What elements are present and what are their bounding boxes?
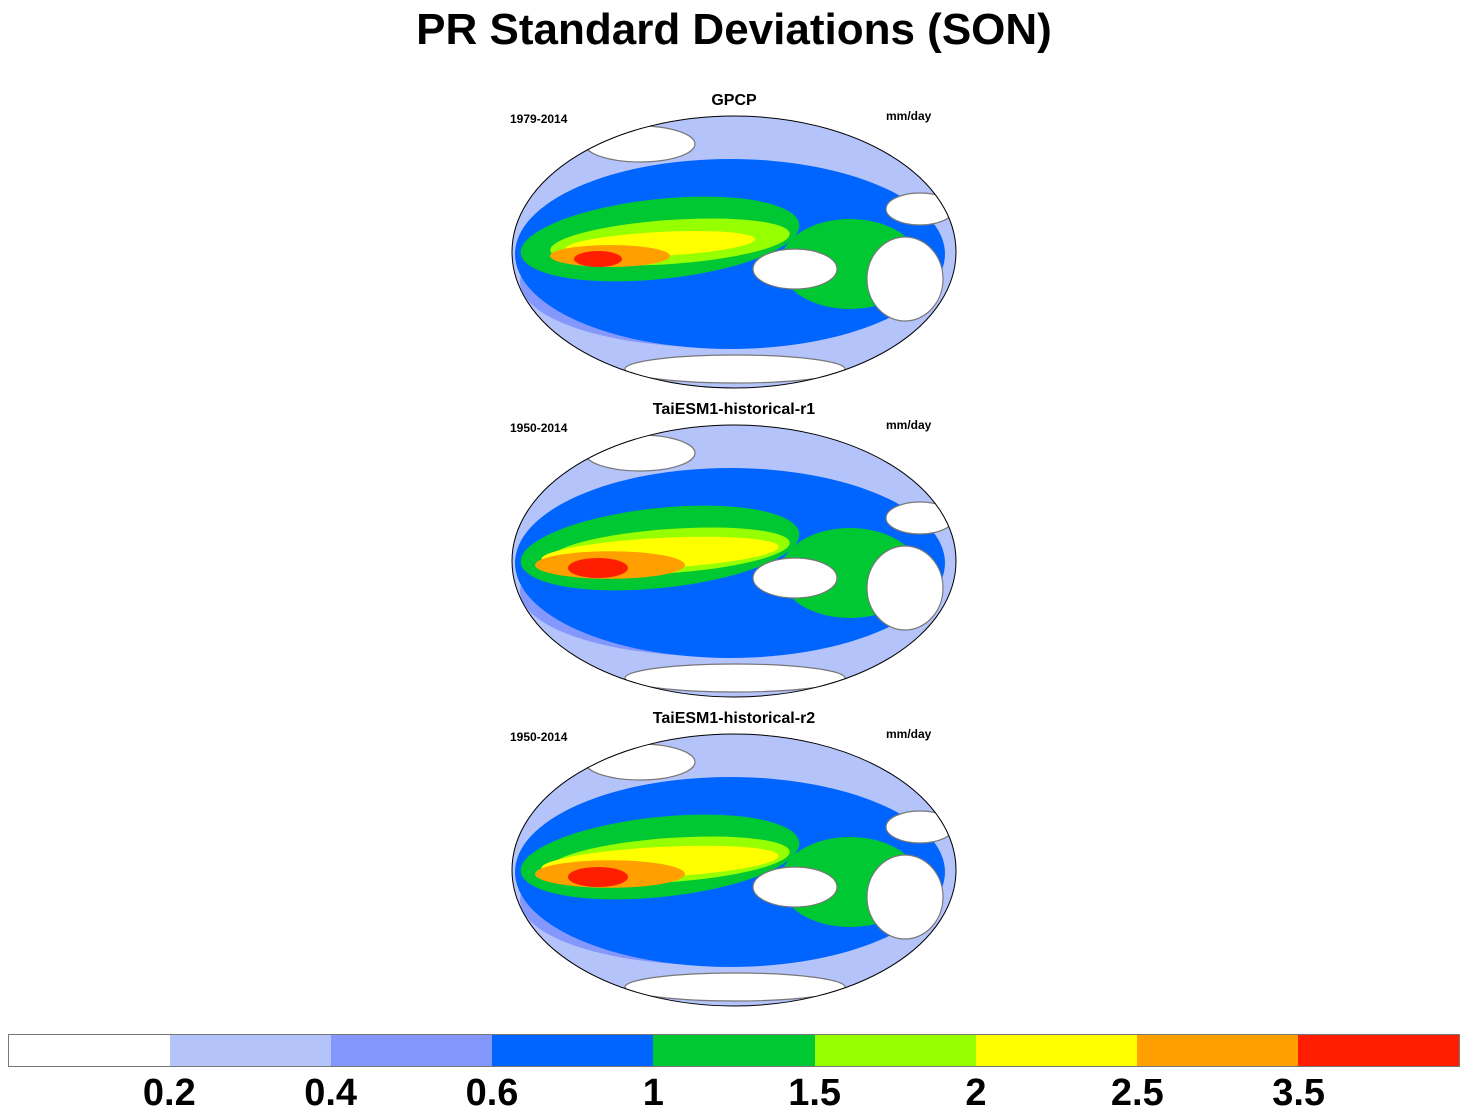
colorbar-labels: 0.2 0.4 0.6 1 1.5 2 2.5 3.5	[0, 1072, 1468, 1116]
land-mask	[885, 810, 955, 844]
colorbar-tick-label: 1.5	[788, 1072, 842, 1114]
panel-title: TaiESM1-historical-r2	[652, 710, 816, 727]
land-mask	[584, 434, 696, 472]
land-mask	[624, 663, 846, 693]
land-mask	[624, 354, 846, 384]
colorbar-box	[492, 1035, 654, 1066]
precipitation-map	[511, 424, 957, 698]
land-mask	[866, 854, 944, 940]
land-mask	[584, 743, 696, 781]
land-mask	[885, 192, 955, 226]
land-mask	[866, 236, 944, 322]
land-mask	[752, 866, 838, 908]
figure-title: PR Standard Deviations (SON)	[416, 5, 1052, 54]
map-panel: TaiESM1-historical-r1 1950-2014 mm/day	[500, 401, 968, 705]
precipitation-map	[511, 733, 957, 1007]
colorbar-tick-label: 3.5	[1272, 1072, 1326, 1114]
colorbar-box	[814, 1035, 976, 1066]
contour-band	[568, 867, 628, 887]
land-mask	[624, 972, 846, 1002]
panel-period: 1950-2014	[510, 421, 568, 435]
map-outline	[511, 115, 957, 389]
map-panel: TaiESM1-historical-r2 1950-2014 mm/day	[500, 710, 968, 1014]
colorbar-tick-label: 1	[642, 1072, 664, 1114]
colorbar-tick-label: 0.6	[465, 1072, 519, 1114]
colorbar-tick-label: 2	[965, 1072, 987, 1114]
land-mask	[866, 545, 944, 631]
map-outline	[511, 424, 957, 698]
land-mask	[752, 248, 838, 290]
colorbar-box	[1297, 1035, 1459, 1066]
contour-band	[568, 558, 628, 578]
panel-period: 1950-2014	[510, 730, 568, 744]
panel-units: mm/day	[886, 109, 932, 123]
panel-units: mm/day	[886, 418, 932, 432]
contour-band	[574, 251, 622, 267]
colorbar-tick-label: 0.2	[142, 1072, 196, 1114]
panel-period: 1979-2014	[510, 112, 568, 126]
colorbar-box	[975, 1035, 1137, 1066]
land-mask	[885, 501, 955, 535]
land-mask	[584, 125, 696, 163]
colorbar-tick-label: 0.4	[304, 1072, 358, 1114]
colorbar-tick-label: 2.5	[1110, 1072, 1164, 1114]
map-outline	[511, 733, 957, 1007]
colorbar-box	[9, 1035, 171, 1066]
precipitation-map	[511, 115, 957, 389]
panel-title: TaiESM1-historical-r1	[652, 401, 816, 418]
panel-title: GPCP	[711, 92, 757, 109]
colorbar	[8, 1034, 1460, 1067]
colorbar-box	[653, 1035, 815, 1066]
colorbar-box	[170, 1035, 332, 1066]
colorbar-box	[331, 1035, 493, 1066]
map-panel: GPCP 1979-2014 mm/day	[500, 92, 968, 396]
land-mask	[752, 557, 838, 599]
colorbar-box	[1136, 1035, 1298, 1066]
panel-units: mm/day	[886, 727, 932, 741]
